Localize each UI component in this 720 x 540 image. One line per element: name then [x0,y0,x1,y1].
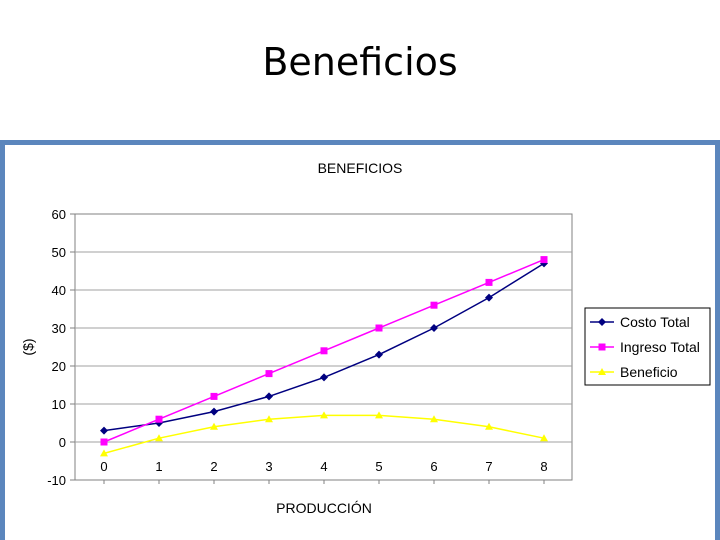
data-point-diamond [375,350,383,359]
legend-label: Ingreso Total [620,339,700,355]
x-tick-label: 2 [210,459,217,474]
series-beneficio [100,411,548,457]
data-point-diamond [598,318,606,326]
y-tick-label: -10 [47,473,66,488]
y-tick-label: 30 [52,321,66,336]
x-axis-label: PRODUCCIÓN [276,500,372,516]
data-point-diamond [100,426,108,435]
y-tick-label: 60 [52,207,66,222]
x-tick-label: 5 [375,459,382,474]
data-point-triangle [320,411,328,419]
data-point-diamond [210,407,218,416]
x-tick-label: 6 [430,459,437,474]
y-tick-label: 40 [52,283,66,298]
data-point-square [155,415,163,423]
y-axis-ticks: -10 0 10 20 30 40 50 60 [47,207,75,488]
y-tick-label: 20 [52,359,66,374]
slide-title: Beneficios [262,40,458,84]
y-tick-label: 0 [59,435,66,450]
x-tick-label: 3 [265,459,272,474]
data-point-triangle [485,422,493,430]
data-point-diamond [320,373,328,382]
data-point-triangle [265,415,273,423]
data-point-diamond [265,392,273,401]
y-tick-label: 10 [52,397,66,412]
data-point-square [430,301,438,309]
data-point-square [210,392,218,400]
data-point-triangle [430,415,438,423]
data-point-triangle [155,434,163,442]
legend-label: Beneficio [620,364,678,380]
x-tick-label: 7 [485,459,492,474]
data-point-square [485,278,493,286]
chart-title: BENEFICIOS [318,160,403,176]
x-tick-label: 8 [540,459,547,474]
x-tick-label: 4 [320,459,327,474]
data-point-diamond [485,293,493,302]
data-point-square [320,347,328,355]
data-point-square [375,324,383,332]
y-axis-label: ($) [20,338,36,355]
x-axis-ticks: 0 1 2 3 4 5 6 7 8 [100,459,548,484]
x-tick-label: 1 [155,459,162,474]
data-point-diamond [430,324,438,332]
x-tick-label: 0 [100,459,107,474]
data-point-square [540,256,548,264]
legend: Costo Total Ingreso Total Beneficio [584,307,711,386]
grid-lines [75,251,572,443]
y-tick-label: 50 [52,245,66,260]
data-point-triangle [100,449,108,457]
data-point-square [100,438,108,446]
data-point-square [265,370,273,378]
data-point-triangle [375,411,383,419]
series-ingreso-total [100,256,548,446]
legend-label: Costo Total [620,314,690,330]
data-point-triangle [598,368,606,375]
data-point-triangle [210,422,218,430]
series-group [100,256,548,457]
data-point-square [598,343,606,351]
data-point-triangle [540,434,548,442]
